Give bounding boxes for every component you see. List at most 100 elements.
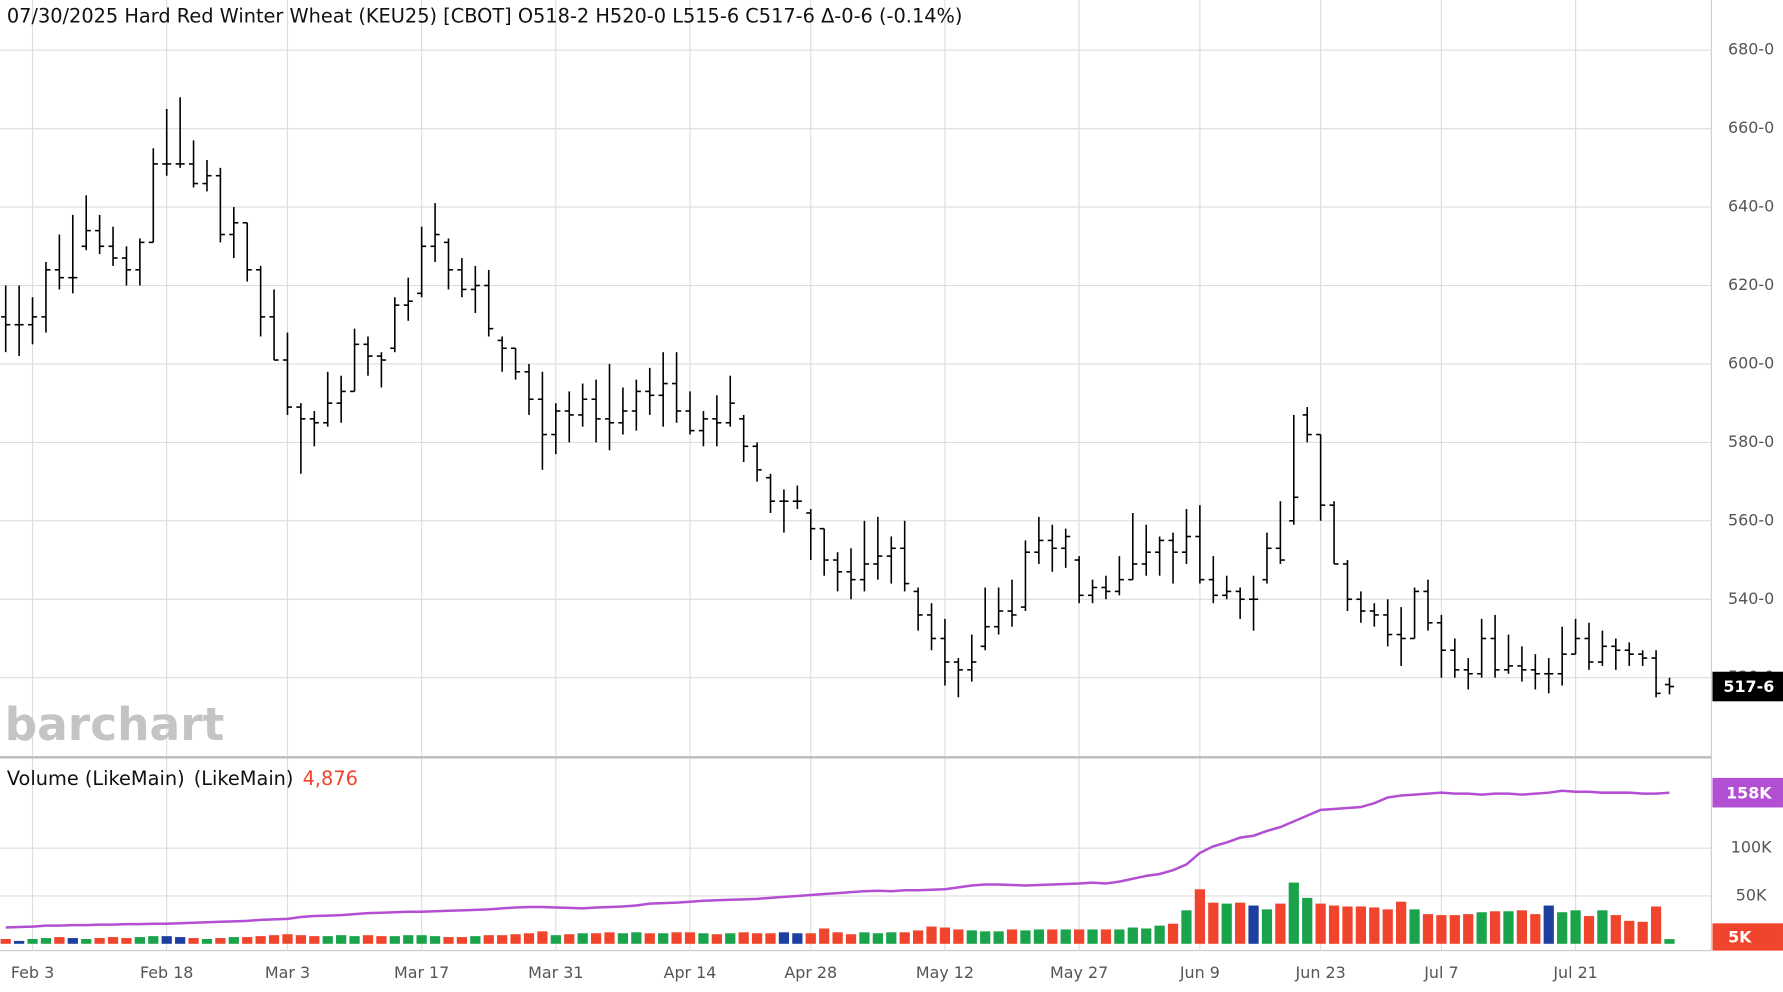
ohlc-bar (1222, 575, 1232, 600)
volume-bar (443, 937, 454, 944)
x-tick-label: Apr 14 (664, 963, 717, 982)
ohlc-bar (202, 160, 212, 192)
ohlc-bar (390, 297, 400, 353)
x-tick-label: Feb 18 (140, 963, 193, 982)
ohlc-bar (537, 371, 547, 470)
ohlc-bar (672, 352, 682, 423)
volume-last-label: 5K (1728, 928, 1752, 947)
x-tick-label: Jul 7 (1423, 963, 1458, 982)
ohlc-bar (564, 391, 574, 443)
volume-bar (188, 938, 199, 944)
volume-bar (1463, 914, 1474, 944)
volume-bar (1167, 923, 1179, 944)
ohlc-bar (846, 548, 856, 600)
x-tick-label: Mar 17 (394, 963, 449, 982)
volume-bar (1328, 905, 1340, 944)
ohlc-bar (162, 109, 172, 176)
ohlc-bar (1624, 642, 1634, 666)
y-tick-label: 100K (1731, 838, 1772, 857)
ohlc-bar (1450, 638, 1460, 678)
volume-bar (175, 937, 186, 944)
volume-bar (550, 935, 561, 944)
volume-bar (590, 933, 602, 944)
y-tick-label: 580-0 (1728, 432, 1774, 451)
ohlc-bar (41, 261, 51, 333)
volume-bar (107, 937, 119, 944)
ohlc-bar (403, 277, 413, 321)
ohlc-bar (1517, 646, 1527, 682)
volume-bar (1194, 889, 1205, 944)
ohlc-bar (792, 485, 802, 510)
volume-bar (738, 932, 749, 944)
ohlc-bar (68, 214, 78, 294)
volume-bar (1624, 920, 1635, 944)
x-tick-label: May 27 (1050, 963, 1108, 982)
y-tick-label: 540-0 (1728, 589, 1774, 608)
volume-bar (1516, 910, 1528, 944)
ohlc-bar (1195, 505, 1205, 584)
volume-bar (872, 933, 883, 944)
ohlc-bar (1007, 579, 1017, 627)
volume-bar (1570, 910, 1581, 944)
ohlc-bar (1396, 607, 1406, 666)
ohlc-bar (350, 328, 360, 393)
y-tick-label: 680-0 (1728, 40, 1774, 59)
volume-bar (658, 933, 669, 944)
ohlc-bar (658, 352, 668, 427)
ohlc-bar (1020, 540, 1030, 612)
ohlc-bar (336, 375, 346, 423)
volume-box (1712, 923, 1783, 951)
ohlc-bar (1289, 414, 1299, 525)
ohlc-bar (631, 379, 641, 431)
ohlc-bar (926, 603, 937, 651)
volume-bar (242, 937, 253, 944)
ohlc-bar (376, 352, 386, 388)
volume-bar (1261, 909, 1273, 944)
open-interest-line (5, 789, 1670, 929)
ohlc-bar (1235, 587, 1245, 619)
ohlc-bar (1477, 618, 1487, 678)
ohlc-bar (1530, 654, 1540, 690)
volume-bar (819, 928, 830, 944)
volume-bar (1141, 928, 1152, 944)
volume-bar (349, 936, 360, 944)
volume-bar (1530, 914, 1541, 944)
ohlc-bar (148, 148, 158, 244)
ohlc-bar (1114, 556, 1124, 596)
ohlc-bar (1651, 650, 1661, 698)
volume-bar (765, 933, 776, 944)
ohlc-bar (1544, 658, 1554, 694)
ohlc-bar (484, 269, 494, 337)
volume-bar (1664, 939, 1675, 944)
volume-bar (470, 936, 481, 944)
y-tick-label: 620-0 (1728, 275, 1774, 294)
ohlc-bar (27, 297, 38, 345)
ohlc-bar (323, 371, 333, 427)
volume-bar (1114, 929, 1125, 944)
ohlc-bar (900, 520, 910, 592)
volume-bar (1637, 921, 1648, 944)
volume-bar (336, 935, 347, 944)
ohlc-bar (1087, 579, 1098, 604)
ohlc-bar (591, 379, 601, 443)
volume-bar (1369, 907, 1380, 944)
ohlc-bar (524, 363, 534, 415)
volume-bar (40, 938, 52, 944)
ohlc-bar (886, 536, 896, 584)
volume-bar (497, 935, 508, 944)
ohlc-bar (457, 258, 467, 298)
ohlc-bar (1503, 634, 1514, 674)
ohlc-bar (95, 214, 105, 255)
volume-bar (1302, 897, 1313, 944)
volume-bar (1033, 929, 1044, 944)
ohlc-bar (913, 587, 923, 631)
x-tick-label: Feb 3 (11, 963, 54, 982)
ohlc-bar (1638, 650, 1648, 666)
ohlc-bar (980, 587, 990, 651)
volume-bar (1342, 906, 1353, 944)
volume-bar (845, 934, 857, 944)
ohlc-bar (1410, 587, 1420, 640)
ohlc-bar (215, 167, 225, 243)
